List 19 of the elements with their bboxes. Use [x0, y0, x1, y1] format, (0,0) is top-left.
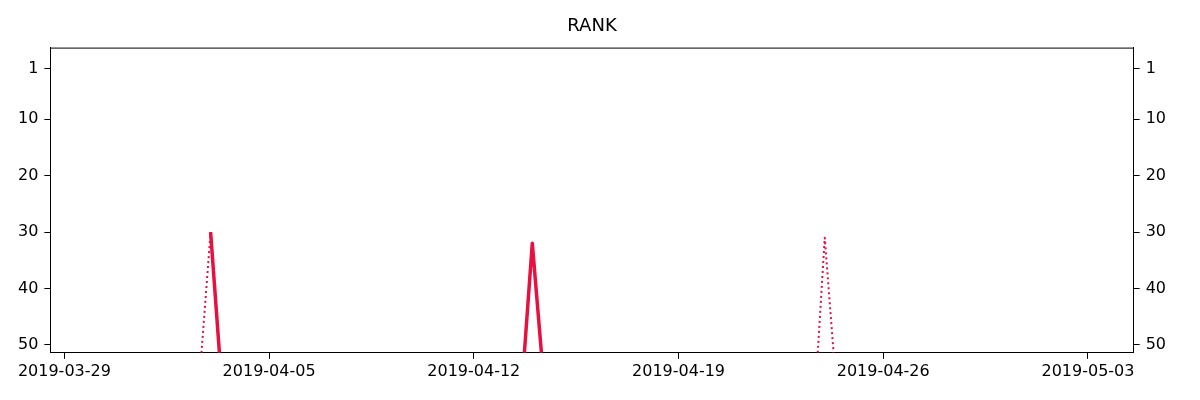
y-tick-label: 40 [18, 277, 39, 297]
y-tick-label: 20 [18, 164, 39, 184]
y2-tick-label: 1 [1145, 57, 1156, 77]
chart-title: RANK [567, 14, 618, 36]
y-tick-label: 10 [18, 108, 39, 128]
x-tick-label: 2019-04-26 [836, 360, 930, 380]
y2-tick-label: 50 [1145, 334, 1166, 354]
y-tick-label: 1 [28, 57, 39, 77]
x-tick-label: 2019-04-19 [632, 360, 726, 380]
x-tick-label: 2019-04-12 [427, 360, 521, 380]
y-tick-label: 30 [18, 221, 39, 241]
y2-tick-label: 40 [1145, 277, 1166, 297]
y2-tick-label: 10 [1145, 108, 1166, 128]
y2-tick-label: 30 [1145, 221, 1166, 241]
x-tick-label: 2019-03-29 [17, 360, 111, 380]
x-tick-label: 2019-04-05 [222, 360, 316, 380]
y2-tick-label: 20 [1145, 164, 1166, 184]
y-tick-label: 50 [18, 334, 39, 354]
x-tick-label: 2019-05-03 [1041, 360, 1135, 380]
